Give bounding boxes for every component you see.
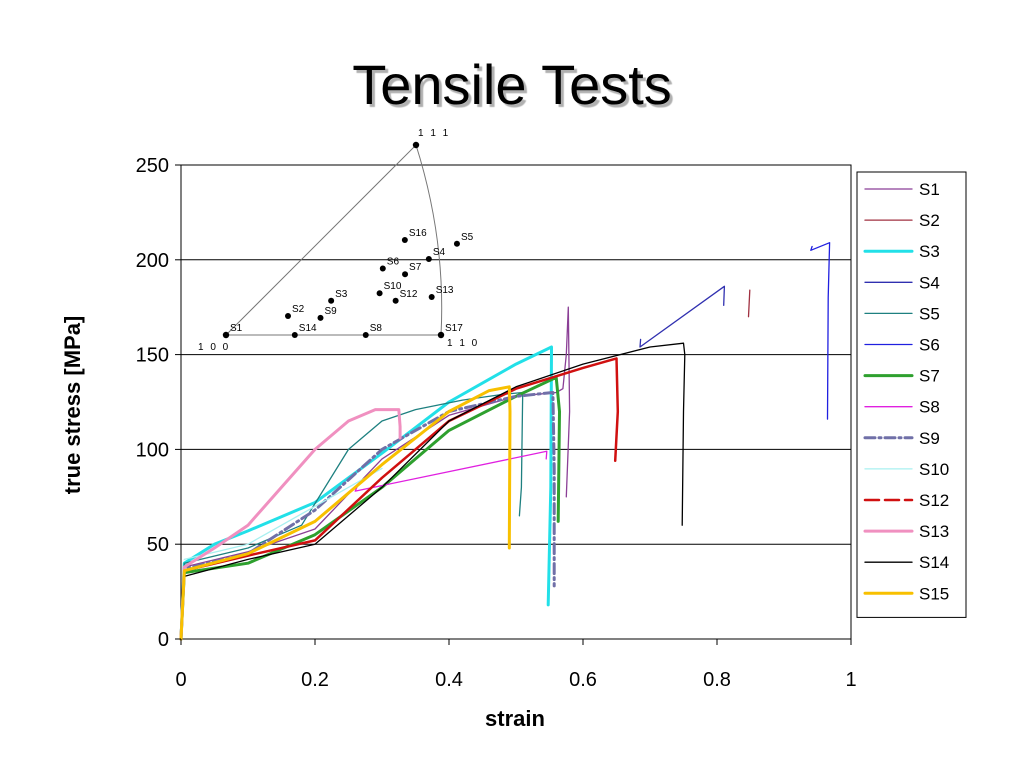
legend-label: S10: [919, 460, 949, 479]
ipf-point-label: S8: [370, 323, 383, 334]
ipf-point: [453, 240, 460, 247]
ipf-point: [223, 332, 229, 338]
legend-label: S7: [919, 367, 940, 386]
ipf-point: [428, 294, 435, 300]
ipf-point-label: S10: [384, 281, 402, 292]
ipf-point: [317, 314, 324, 321]
ipf-point-label: S6: [387, 257, 400, 268]
series-line-s10: [183, 467, 383, 561]
series-line-s6: [810, 242, 831, 420]
ipf-point: [402, 271, 409, 278]
x-tick-label: 0.6: [569, 669, 597, 691]
ipf-point-label: S14: [299, 323, 317, 334]
ipf-corner-label: 1 0 0: [198, 342, 230, 353]
ipf-point-label: S7: [409, 262, 422, 273]
y-tick-label: 100: [136, 439, 169, 461]
ipf-point: [392, 297, 399, 304]
legend-label: S5: [919, 304, 940, 323]
legend-label: S12: [919, 491, 949, 510]
legend-label: S6: [919, 336, 940, 355]
legend-label: S1: [919, 180, 940, 199]
legend-label: S3: [919, 242, 940, 261]
series-line-s4: [639, 285, 726, 348]
series-line-s2: [747, 289, 751, 318]
slide-title: Tensile Tests: [352, 53, 672, 116]
x-tick-label: 0.8: [703, 669, 731, 691]
y-tick-label: 0: [158, 629, 169, 651]
ipf-point-label: S5: [461, 232, 474, 243]
ipf-point: [379, 265, 386, 272]
series-line-s14: [180, 342, 686, 640]
legend-label: S2: [919, 211, 940, 230]
ipf-point-label: S16: [409, 228, 427, 239]
y-axis-label: true stress [MPa]: [60, 316, 85, 495]
ipf-point-label: S17: [445, 323, 463, 334]
ipf-corner-label: 1 1 0: [447, 338, 479, 349]
legend-label: S15: [919, 584, 949, 603]
plot-area: [179, 164, 852, 641]
legend-label: S4: [919, 273, 940, 292]
x-tick-label: 0.2: [301, 669, 329, 691]
legend-box: [856, 171, 967, 618]
ipf-point-label: S1: [230, 323, 243, 334]
ipf-point-label: S2: [292, 304, 305, 315]
x-tick-label: 0: [175, 669, 186, 691]
ipf-point: [362, 332, 369, 338]
ipf-point: [401, 237, 408, 243]
x-tick-label: 1: [845, 669, 856, 691]
ipf-point-label: S3: [335, 289, 348, 300]
ipf-corner-dot: [412, 141, 420, 149]
ipf-point-label: S12: [400, 289, 418, 300]
series-line-s15: [179, 385, 512, 641]
ipf-point: [425, 256, 432, 262]
ipf-point: [438, 332, 444, 338]
x-tick-label: 0.4: [435, 669, 463, 691]
legend-label: S13: [919, 522, 949, 541]
plot-frame: [180, 164, 852, 640]
legend-label: S8: [919, 398, 940, 417]
ipf-point-label: S9: [325, 306, 338, 317]
series-line-s13: [179, 408, 402, 641]
y-tick-label: 150: [136, 345, 169, 367]
ipf-point: [328, 297, 335, 304]
ipf-point-label: S13: [436, 285, 454, 296]
ipf-point: [376, 290, 383, 297]
axes: strain true stress [MPa] 0 50 100 150 200 250…: [60, 155, 857, 731]
y-tick-label: 250: [136, 155, 169, 177]
ipf-point: [291, 332, 298, 338]
legend-label: S14: [919, 553, 949, 572]
y-tick-label: 50: [147, 534, 169, 556]
legend-label: S9: [919, 429, 940, 448]
ipf-triangle: [224, 144, 443, 336]
y-tick-label: 200: [136, 250, 169, 272]
ipf-point: [285, 313, 291, 319]
ipf-corner-label: 1 1 1: [418, 128, 450, 139]
x-axis-label: strain: [485, 706, 545, 731]
legend: S1 S2 S3 S4 S5 S6 S7 S8 S9 S10 S12 S13 S14 S15: [856, 171, 967, 618]
ipf-point-label: S4: [433, 247, 446, 258]
